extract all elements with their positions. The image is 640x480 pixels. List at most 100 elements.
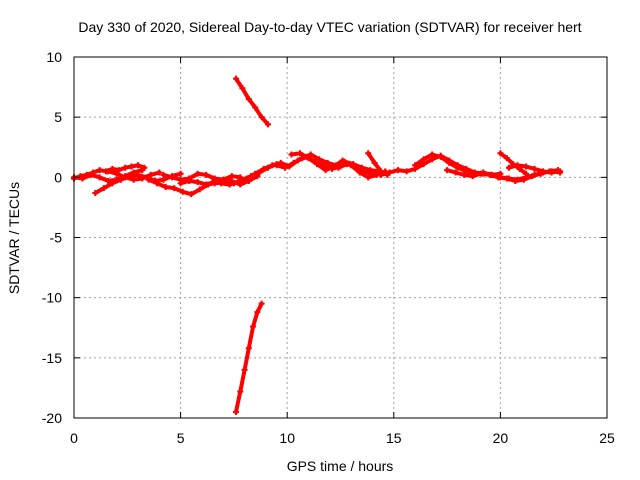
data-point bbox=[305, 155, 312, 162]
data-point bbox=[497, 150, 504, 157]
data-point bbox=[128, 163, 135, 170]
data-point bbox=[235, 179, 242, 186]
data-point bbox=[260, 165, 267, 172]
series-line-arc-14 bbox=[366, 151, 390, 177]
data-point bbox=[122, 174, 129, 181]
data-point bbox=[233, 75, 240, 82]
data-point bbox=[522, 163, 529, 170]
data-point bbox=[352, 163, 359, 170]
data-point bbox=[461, 171, 468, 178]
data-point bbox=[117, 176, 124, 183]
chart-title: Day 330 of 2020, Sidereal Day-to-day VTE… bbox=[78, 19, 581, 35]
data-point bbox=[437, 153, 444, 160]
grid bbox=[74, 57, 607, 418]
data-point bbox=[105, 177, 112, 184]
data-point bbox=[177, 180, 184, 187]
data-point bbox=[365, 174, 372, 181]
data-point bbox=[444, 167, 451, 174]
data-point bbox=[265, 121, 272, 128]
data-point bbox=[196, 186, 203, 193]
data-point bbox=[115, 167, 122, 174]
data-point bbox=[548, 169, 555, 176]
data-point bbox=[162, 183, 169, 190]
data-point bbox=[92, 189, 99, 196]
data-point bbox=[503, 175, 510, 182]
x-tick-label: 10 bbox=[279, 430, 295, 446]
data-point bbox=[245, 345, 252, 352]
data-point bbox=[226, 181, 233, 188]
data-point bbox=[154, 180, 161, 187]
data-point bbox=[369, 170, 376, 177]
data-point bbox=[282, 164, 289, 171]
data-point bbox=[452, 169, 459, 176]
y-tick-label: -20 bbox=[42, 410, 62, 426]
ticks bbox=[73, 56, 608, 419]
data-point bbox=[360, 168, 367, 175]
x-tick-label: 20 bbox=[493, 430, 509, 446]
data-point bbox=[505, 164, 512, 171]
data-point bbox=[514, 162, 521, 169]
data-point bbox=[503, 155, 510, 162]
data-point bbox=[412, 162, 419, 169]
data-point bbox=[88, 171, 95, 178]
data-point bbox=[378, 168, 385, 175]
data-point bbox=[446, 159, 453, 166]
y-tick-label: -15 bbox=[42, 350, 62, 366]
data-point bbox=[495, 174, 502, 181]
data-point bbox=[429, 151, 436, 158]
data-point bbox=[557, 168, 564, 175]
data-point bbox=[147, 171, 154, 178]
data-point bbox=[179, 188, 186, 195]
data-point bbox=[245, 96, 252, 103]
data-point bbox=[522, 170, 529, 177]
x-axis-label: GPS time / hours bbox=[287, 458, 394, 474]
data-point bbox=[273, 162, 280, 169]
data-point bbox=[122, 164, 129, 171]
data-point bbox=[254, 309, 261, 316]
data-point bbox=[307, 151, 314, 158]
data-point bbox=[454, 164, 461, 171]
data-point bbox=[395, 167, 402, 174]
data-point bbox=[288, 151, 295, 158]
data-point bbox=[139, 167, 146, 174]
data-point bbox=[156, 169, 163, 176]
data-point bbox=[335, 164, 342, 171]
data-point bbox=[241, 366, 248, 373]
data-point bbox=[145, 176, 152, 183]
data-point bbox=[258, 114, 265, 121]
data-point bbox=[194, 170, 201, 177]
data-point bbox=[134, 171, 141, 178]
y-tick-label: -10 bbox=[42, 290, 62, 306]
data-point bbox=[343, 161, 350, 168]
data-point bbox=[177, 170, 184, 177]
data-point bbox=[529, 173, 536, 180]
data-point bbox=[169, 174, 176, 181]
x-tick-label: 25 bbox=[599, 430, 615, 446]
data-point bbox=[139, 175, 146, 182]
data-point bbox=[316, 156, 323, 163]
data-point bbox=[233, 408, 240, 415]
data-point bbox=[186, 177, 193, 184]
y-tick-label: 5 bbox=[54, 109, 62, 125]
data-point bbox=[105, 168, 112, 175]
data-point bbox=[252, 170, 259, 177]
series-group bbox=[71, 75, 564, 415]
data-point bbox=[296, 150, 303, 157]
data-point bbox=[339, 157, 346, 164]
y-axis-label: SDTVAR / TECUs bbox=[6, 182, 22, 294]
data-point bbox=[209, 179, 216, 186]
data-point bbox=[171, 185, 178, 192]
data-point bbox=[469, 173, 476, 180]
data-point bbox=[512, 177, 519, 184]
data-point bbox=[130, 176, 137, 183]
data-point bbox=[486, 171, 493, 178]
data-point bbox=[194, 179, 201, 186]
data-point bbox=[290, 159, 297, 166]
data-point bbox=[134, 162, 141, 169]
data-point bbox=[203, 171, 210, 178]
data-point bbox=[188, 191, 195, 198]
tick-labels: 0 5 10 15 20 25 -20 -15 -10 -5 0 5 10 bbox=[42, 49, 615, 446]
data-point bbox=[322, 167, 329, 174]
x-tick-label: 15 bbox=[386, 430, 402, 446]
